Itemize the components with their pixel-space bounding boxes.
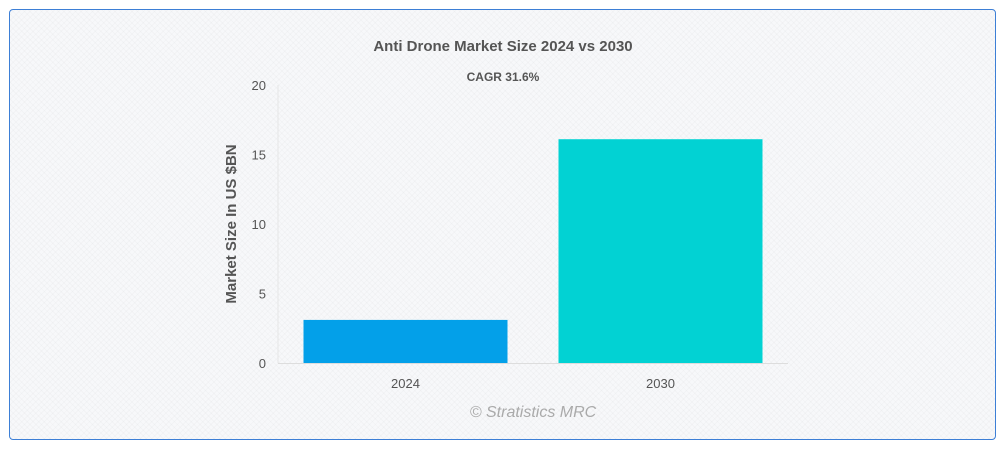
y-tick-label: 0 xyxy=(259,356,266,371)
chart-subtitle: CAGR 31.6% xyxy=(467,70,540,84)
bar-2024[interactable] xyxy=(303,319,508,363)
y-axis-label: Market Size In US $BN xyxy=(223,144,240,303)
y-tick-label: 20 xyxy=(252,78,266,93)
y-tick-label: 15 xyxy=(252,148,266,163)
y-ticks: 0 5 10 15 20 xyxy=(252,78,266,371)
chart-container xyxy=(9,9,996,440)
x-tick-label: 2030 xyxy=(646,376,675,391)
x-tick-label: 2024 xyxy=(391,376,420,391)
x-ticks: 2024 2030 xyxy=(391,376,675,391)
bars xyxy=(303,139,763,363)
chart-title: Anti Drone Market Size 2024 vs 2030 xyxy=(373,38,632,55)
y-tick-label: 5 xyxy=(259,287,266,302)
credit-text: © Stratistics MRC xyxy=(470,404,597,421)
bar-2030[interactable] xyxy=(558,139,763,363)
y-tick-label: 10 xyxy=(252,217,266,232)
